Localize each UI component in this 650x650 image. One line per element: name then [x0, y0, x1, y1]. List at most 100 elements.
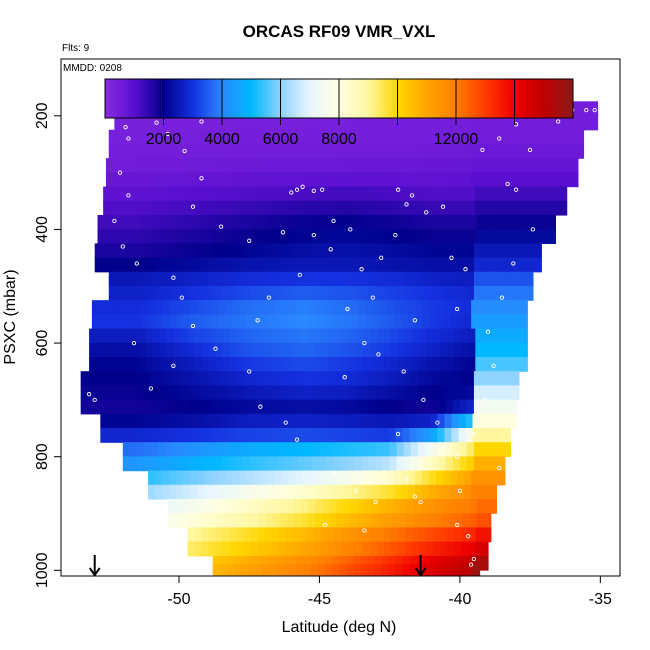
heatmap-cell: [207, 271, 215, 287]
heatmap-cell: [249, 271, 257, 287]
heatmap-cell: [427, 229, 436, 244]
heatmap-cell: [516, 271, 524, 287]
heatmap-cell: [178, 257, 187, 273]
heatmap-cell: [302, 158, 311, 173]
heatmap-cell: [440, 527, 448, 543]
heatmap-cell: [472, 555, 481, 571]
heatmap-cell: [340, 129, 349, 145]
heatmap-cell: [502, 257, 510, 273]
heatmap-cell: [407, 300, 416, 315]
heatmap-cell: [170, 428, 179, 443]
heatmap-cell: [445, 456, 454, 472]
heatmap-cell: [215, 356, 224, 372]
heatmap-cell: [361, 442, 370, 457]
heatmap-cell: [337, 470, 346, 486]
heatmap-cell: [353, 564, 361, 576]
heatmap-cell: [530, 243, 538, 259]
heatmap-cell: [204, 470, 212, 486]
heatmap-cell: [264, 328, 273, 344]
heatmap-cell: [482, 186, 490, 202]
heatmap-cell: [346, 115, 354, 131]
heatmap-cell: [385, 513, 394, 529]
heatmap-cell: [207, 442, 215, 457]
heatmap-cell: [584, 115, 593, 131]
heatmap-cell: [305, 442, 314, 457]
heatmap-cell: [413, 513, 422, 529]
heatmap-cell: [80, 399, 89, 415]
heatmap-cell: [306, 356, 315, 372]
heatmap-cell: [343, 499, 351, 514]
heatmap-cell: [438, 456, 447, 472]
heatmap-cell: [577, 101, 586, 117]
heatmap-cell: [480, 143, 489, 159]
heatmap-cell: [315, 513, 323, 529]
heatmap-cell: [465, 413, 474, 429]
heatmap-cell: [403, 371, 412, 386]
heatmap-cell: [230, 229, 239, 244]
heatmap-cell: [375, 456, 384, 472]
heatmap-cell: [465, 428, 474, 443]
heatmap-cell: [452, 271, 461, 287]
heatmap-cell: [281, 484, 290, 500]
heatmap-cell: [490, 214, 499, 230]
colorbar-segment: [312, 79, 316, 118]
heatmap-cell: [433, 356, 441, 372]
colorbar-segment: [116, 79, 121, 118]
heatmap-cell: [530, 271, 534, 287]
heatmap-cell: [355, 527, 364, 543]
heatmap-cell: [426, 527, 434, 543]
heatmap-cell: [339, 555, 347, 571]
colorbar-segment: [181, 79, 185, 118]
heatmap-cell: [337, 484, 346, 500]
heatmap-cell: [487, 456, 496, 472]
heatmap-cell: [226, 115, 235, 131]
heatmap-cell: [448, 513, 457, 529]
sample-point: [266, 295, 272, 300]
heatmap-cell: [169, 172, 177, 188]
heatmap-cell: [108, 385, 117, 401]
y-tick-label: 400: [34, 216, 51, 243]
heatmap-cell: [417, 456, 426, 472]
heatmap-cell: [389, 143, 398, 159]
heatmap-cell: [412, 356, 420, 372]
heatmap-cell: [208, 527, 217, 543]
heatmap-cell: [405, 527, 413, 543]
heatmap-cell: [216, 513, 225, 529]
sample-point: [463, 267, 468, 272]
heatmap-cell: [406, 513, 415, 529]
heatmap-cell: [495, 271, 503, 287]
heatmap-cell: [475, 541, 483, 557]
heatmap-cell: [339, 115, 347, 131]
heatmap-cell: [141, 158, 149, 173]
heatmap-cell: [340, 456, 349, 472]
heatmap-cell: [426, 200, 434, 216]
heatmap-cell: [318, 564, 326, 576]
heatmap-cell: [465, 555, 474, 571]
heatmap-cell: [493, 115, 502, 131]
heatmap-cell: [152, 186, 160, 202]
heatmap-cell: [193, 129, 201, 145]
heatmap-cell: [164, 456, 173, 472]
heatmap-cell: [197, 470, 205, 486]
heatmap-cell: [141, 314, 149, 330]
heatmap-cell: [332, 564, 340, 576]
heatmap-cell: [333, 271, 342, 287]
heatmap-cell: [148, 158, 156, 173]
heatmap-cell: [257, 342, 266, 358]
heatmap-cell: [398, 527, 406, 543]
heatmap-cell: [292, 356, 301, 372]
heatmap-cell: [326, 385, 335, 401]
heatmap-cell: [424, 399, 433, 415]
heatmap-cell: [513, 300, 521, 315]
heatmap-cell: [274, 172, 283, 188]
sample-point: [395, 187, 401, 192]
heatmap-cell: [180, 342, 188, 358]
heatmap-cell: [405, 356, 413, 372]
heatmap-cell: [447, 200, 455, 216]
heatmap-cell: [591, 115, 599, 131]
heatmap-cell: [399, 214, 408, 230]
heatmap-cell: [291, 271, 299, 287]
heatmap-cell: [485, 484, 493, 500]
heatmap-cell: [323, 300, 332, 315]
heatmap-cell: [305, 456, 314, 472]
